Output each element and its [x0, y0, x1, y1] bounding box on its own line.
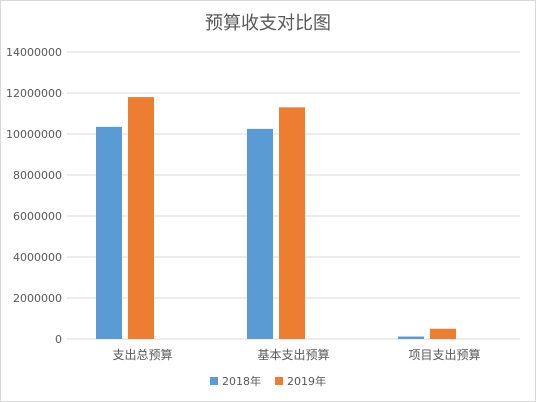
- x-category-label: 项目支出预算: [408, 347, 480, 362]
- legend-label-2018: 2018年: [222, 375, 261, 388]
- bar-2019-2: [430, 328, 456, 339]
- legend-item-2019: 2019年: [275, 373, 326, 389]
- y-tick-label: 4000000: [13, 251, 62, 264]
- y-tick-label: 8000000: [13, 169, 62, 182]
- legend-swatch-2018: [210, 377, 218, 385]
- y-tick-label: 0: [55, 333, 62, 346]
- bar-2018-2: [398, 336, 424, 339]
- x-category-label: 基本支出预算: [257, 347, 329, 362]
- chart-legend: 2018年 2019年: [1, 373, 535, 389]
- y-tick-label: 2000000: [13, 292, 62, 305]
- y-tick-label: 14000000: [6, 46, 62, 59]
- legend-item-2018: 2018年: [210, 373, 261, 389]
- legend-label-2019: 2019年: [287, 375, 326, 388]
- bar-2019-0: [128, 97, 154, 339]
- y-tick-label: 10000000: [6, 128, 62, 141]
- bar-2018-0: [96, 126, 122, 339]
- legend-swatch-2019: [275, 377, 283, 385]
- chart-title: 预算收支对比图: [205, 13, 331, 34]
- bar-2019-1: [279, 107, 305, 339]
- y-tick-label: 6000000: [13, 210, 62, 223]
- bar-2018-1: [247, 128, 273, 339]
- y-tick-label: 12000000: [6, 87, 62, 100]
- x-category-label: 支出总预算: [112, 347, 172, 362]
